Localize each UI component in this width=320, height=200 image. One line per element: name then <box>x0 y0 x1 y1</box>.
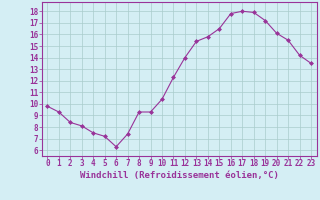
X-axis label: Windchill (Refroidissement éolien,°C): Windchill (Refroidissement éolien,°C) <box>80 171 279 180</box>
